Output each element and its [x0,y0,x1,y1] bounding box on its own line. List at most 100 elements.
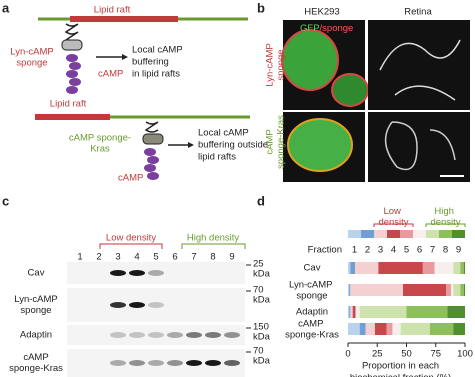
band [110,302,126,308]
band [224,332,240,338]
category-label-line: sponge [296,290,327,301]
helix [66,54,81,94]
bar-segment [447,306,465,318]
lane-number: 2 [96,252,101,263]
lane-number: 3 [115,252,120,263]
row-label: Lyn-cAMP [14,294,57,305]
bar-segment [348,306,350,318]
band [129,360,145,366]
band [167,360,183,366]
sponge-label: cAMP sponge- [69,133,131,144]
legend-swatch [374,230,387,238]
legend-swatch [439,230,452,238]
bar-segment [422,262,435,274]
bar-segment [356,306,360,318]
panel-label: c [2,193,9,208]
bracket [181,243,246,249]
bar-segment [378,262,423,274]
bar-segment [386,323,393,335]
sponge-label: Kras [90,144,110,155]
domain [142,133,164,145]
marker-label: 70 [253,346,264,357]
row-label: sponge-Kras [9,363,63,374]
result-label: in lipid rafts [132,69,180,80]
result-label: buffering [132,57,169,68]
bar-segment [349,306,351,318]
x-tick-label: 75 [430,349,441,360]
legend-entry: 4 [391,245,396,256]
bar-segment [350,262,356,274]
label: cAMP [118,173,143,184]
bar-segment [460,262,464,274]
band [186,360,202,366]
row-label: cAMP sponge-Kras [265,115,287,169]
micrographs [281,20,470,182]
category-label: Cav [304,263,321,274]
arrow-head [188,142,194,148]
stain-red: /sponge [320,23,354,34]
band [129,302,145,308]
band [167,332,183,338]
legend-swatch [452,230,465,238]
bar-segment [392,323,401,335]
image [368,20,470,110]
band [129,332,145,338]
lane-number: 8 [210,252,215,263]
legend-swatch [387,230,400,238]
bar-segment [355,306,357,318]
band [110,332,126,338]
row-label-line: sponge-Kras [276,115,287,169]
arrow-head [122,54,128,60]
band [224,360,240,366]
bar-segment [350,306,353,318]
bar-segment [349,284,351,296]
bar-segment [446,284,451,296]
bar-segment [355,262,379,274]
label: Lipid raft [50,99,87,110]
retina-signal [379,39,461,101]
legend-swatch [413,230,426,238]
bar-segment [450,284,454,296]
legend-swatch [426,230,439,238]
legend-entry: 8 [443,245,448,256]
anchor [144,121,159,133]
x-axis-label: Proportion in each [362,361,439,372]
row-label: cAMP [23,352,48,363]
legend-title: Fraction [308,245,342,256]
result-label: buffering outside [198,140,268,151]
diagram-a [35,16,250,180]
band [186,332,202,338]
label: Lipid raft [94,5,131,16]
marker-label: kDa [253,332,271,343]
raft [35,114,110,120]
cell [331,73,369,107]
bar-segment [348,323,360,335]
row-label: Adaptin [20,330,52,341]
legend-entry: 5 [404,245,409,256]
marker-label: 150 [253,322,269,333]
band [148,302,164,308]
category-label-line: cAMP [298,318,326,329]
x-tick-label: 0 [345,349,350,360]
x-tick-label: 50 [401,349,412,360]
annotation: High density [430,206,460,228]
marker-label: kDa [253,295,271,306]
bar-segment [400,323,430,335]
bar-segment [350,284,403,296]
lane-number: 7 [191,252,196,263]
blot [67,325,245,345]
stain-green: GFP [300,23,320,34]
bracket [425,223,466,227]
column-label: HEK293 [304,7,339,18]
bar-segment [348,284,350,296]
group-label: High density [187,233,240,244]
legend-swatch [348,230,361,238]
lane-number: 9 [229,252,234,263]
bar-segment [453,262,461,274]
sponge-label: Lyn-cAMP [10,47,53,58]
bar-segment [434,262,454,274]
bar-segment [359,323,366,335]
category-label: Adaptin [296,307,328,318]
x-tick-label: 25 [372,349,383,360]
